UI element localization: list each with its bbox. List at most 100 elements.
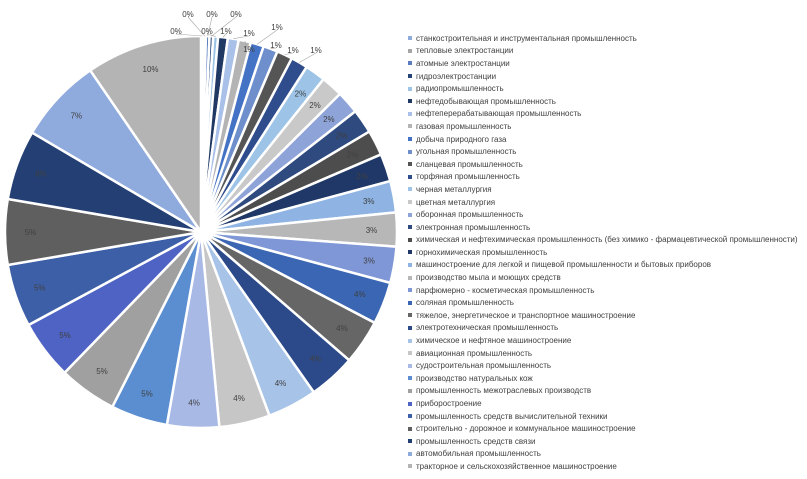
- legend-item: горнохимическая промышленность: [408, 246, 807, 259]
- legend-label: электротехническая промышленность: [416, 323, 559, 333]
- legend-label: электронная промышленность: [416, 222, 531, 232]
- legend-label: горнохимическая промышленность: [416, 247, 548, 257]
- leader-line: [211, 16, 237, 37]
- legend-label: автомобильная промышленность: [416, 449, 541, 459]
- legend-swatch: [408, 388, 412, 393]
- legend-label: атомные электростанции: [416, 58, 510, 68]
- legend-item: гидроэлектростанции: [408, 70, 807, 83]
- legend-swatch: [408, 250, 412, 255]
- leader-line: [299, 52, 317, 63]
- legend-swatch: [408, 262, 412, 267]
- legend-swatch: [408, 137, 412, 142]
- legend-label: нефтеперерабатывающая промышленность: [416, 109, 582, 119]
- slice-data-label: 2%: [347, 150, 359, 159]
- legend-item: машиностроение для легкой и пищевой пром…: [408, 259, 807, 272]
- leader-line: [284, 52, 294, 56]
- legend-label: тяжелое, энергетическое и транспортное м…: [416, 310, 636, 320]
- legend-item: торфяная промышленность: [408, 171, 807, 184]
- legend-label: химическое и нефтяное машиностроение: [416, 336, 572, 346]
- leader-line: [222, 33, 227, 38]
- legend-label: добыча природного газа: [416, 134, 507, 144]
- slice-data-label: 1%: [243, 45, 255, 54]
- legend-swatch: [408, 401, 412, 406]
- leader-line: [206, 33, 216, 37]
- slice-data-label: 2%: [336, 132, 348, 141]
- legend-item: черная металлургия: [408, 183, 807, 196]
- legend-item: автомобильная промышленность: [408, 448, 807, 461]
- legend-swatch: [408, 162, 412, 167]
- slice-data-label: 4%: [354, 290, 366, 299]
- legend-label: машиностроение для легкой и пищевой пром…: [416, 260, 712, 270]
- legend-label: авиационная промышленность: [416, 348, 533, 358]
- legend-swatch: [408, 451, 412, 456]
- legend-swatch: [408, 325, 412, 330]
- leader-line: [175, 33, 203, 37]
- legend-label: соляная промышленность: [416, 298, 514, 308]
- legend-item: производство натуральных кож: [408, 372, 807, 385]
- legend-item: судостроительная промышленность: [408, 359, 807, 372]
- legend-item: тепловые электростанции: [408, 45, 807, 58]
- legend-swatch: [408, 149, 412, 154]
- legend-item: промышленность межотраслевых производств: [408, 385, 807, 398]
- legend-label: парфюмерно - косметическая промышленност…: [416, 285, 595, 295]
- legend-label: торфяная промышленность: [416, 172, 520, 182]
- legend-swatch: [408, 99, 412, 104]
- leader-line: [257, 29, 278, 45]
- legend-label: станкостроительная и инструментальная пр…: [416, 33, 637, 43]
- legend-swatch: [408, 275, 412, 280]
- legend-label: нефтедобывающая промышленность: [416, 96, 556, 106]
- legend-item: атомные электростанции: [408, 57, 807, 70]
- legend-item: цветная металлургия: [408, 196, 807, 209]
- slice-data-label: 5%: [141, 390, 153, 399]
- legend-item: соляная промышленность: [408, 296, 807, 309]
- legend-swatch: [408, 288, 412, 293]
- leader-line: [207, 16, 213, 37]
- legend-item: производство мыла и моющих средств: [408, 271, 807, 284]
- slice-data-label: 4%: [336, 324, 348, 333]
- slice-labels: 0%0% 0% 0%0% 1% 1%1%1%1%1% 1%2%2%2%2%2%2%3%3%…: [25, 10, 378, 407]
- leader-line: [244, 40, 250, 53]
- leader-line: [187, 16, 205, 37]
- legend-item: радиопромышленность: [408, 82, 807, 95]
- legend-swatch: [408, 414, 412, 419]
- legend-swatch: [408, 439, 412, 444]
- slice-data-label: 2%: [323, 115, 335, 124]
- legend-swatch: [408, 200, 412, 205]
- legend-item: нефтедобывающая промышленность: [408, 95, 807, 108]
- leader-line: [270, 47, 277, 50]
- slice-data-label: 3%: [366, 226, 378, 235]
- pie-slice: [88, 34, 203, 237]
- slice-data-label: 5%: [34, 284, 46, 293]
- legend-item: тракторное и сельскохозяйственное машино…: [408, 460, 807, 473]
- slice-data-label: 0%: [170, 27, 182, 36]
- legend-swatch: [408, 338, 412, 343]
- legend-label: цветная металлургия: [416, 197, 496, 207]
- legend-item: промышленность средств вычислительной те…: [408, 410, 807, 423]
- legend-label: строительно - дорожное и коммунальное ма…: [416, 424, 636, 434]
- legend-swatch: [408, 225, 412, 230]
- legend-swatch: [408, 36, 412, 41]
- legend-label: судостроительная промышленность: [416, 361, 552, 371]
- slice-data-label: 4%: [188, 398, 200, 407]
- slice-data-label: 1%: [271, 23, 283, 32]
- legend-swatch: [408, 61, 412, 66]
- legend-label: гидроэлектростанции: [416, 71, 497, 81]
- pie-slices: [3, 34, 399, 430]
- slice-data-label: 0%: [230, 10, 242, 19]
- slice-data-label: 0%: [182, 10, 194, 19]
- legend-swatch: [408, 86, 412, 91]
- legend-label: промышленность средств связи: [416, 436, 536, 446]
- legend-swatch: [408, 376, 412, 381]
- legend-swatch: [408, 48, 412, 53]
- slice-data-label: 1%: [270, 41, 282, 50]
- slice-data-label: 7%: [71, 112, 83, 121]
- slice-data-label: 5%: [59, 331, 71, 340]
- slice-data-label: 4%: [233, 394, 245, 403]
- slice-data-label: 3%: [363, 197, 375, 206]
- legend-item: авиационная промышленность: [408, 347, 807, 360]
- slice-data-label: 0%: [206, 10, 218, 19]
- legend-label: оборонная промышленность: [416, 210, 524, 220]
- legend-label: промышленность межотраслевых производств: [416, 386, 592, 396]
- slice-data-label: 1%: [220, 27, 232, 36]
